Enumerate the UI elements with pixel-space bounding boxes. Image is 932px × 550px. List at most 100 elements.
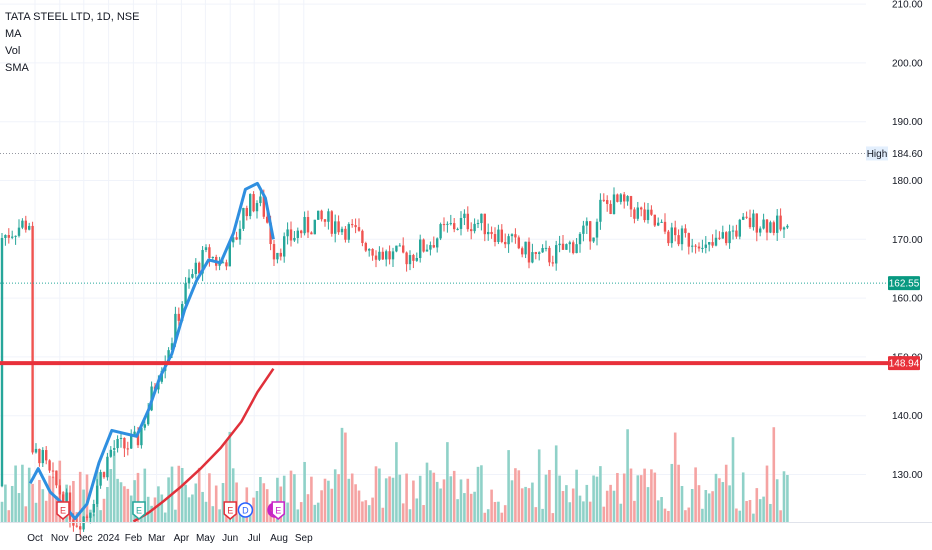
- candle-body: [453, 223, 456, 230]
- volume-bar: [231, 468, 235, 522]
- candle-body: [55, 470, 58, 486]
- candle-body: [449, 223, 452, 225]
- candle-body: [313, 219, 316, 235]
- candle-body: [555, 245, 558, 264]
- volume-bar: [167, 477, 170, 522]
- volume-bar: [252, 497, 255, 522]
- marker-shape: [271, 501, 285, 520]
- candle-body: [578, 233, 582, 245]
- candle-body: [136, 431, 140, 446]
- volume-bar: [435, 481, 439, 522]
- candle-body: [286, 229, 289, 237]
- volume-bar: [34, 502, 38, 522]
- volume-bar: [629, 468, 633, 522]
- volume-bar: [439, 488, 442, 522]
- volume-bar: [718, 478, 721, 522]
- candle-body: [14, 235, 17, 237]
- volume-bar: [367, 505, 371, 522]
- candle-body: [368, 249, 371, 251]
- candle-body: [361, 230, 364, 244]
- candle-body: [575, 244, 578, 254]
- volume-bar: [109, 469, 113, 522]
- x-tick-label: Nov: [51, 533, 69, 544]
- x-tick-label: 2024: [97, 533, 120, 544]
- candle-body: [28, 225, 31, 230]
- candle-body: [17, 227, 21, 236]
- marker-shape: [223, 501, 237, 520]
- volume-bar: [673, 432, 677, 522]
- candle-body: [187, 277, 191, 284]
- candle-body: [504, 241, 507, 245]
- volume-bar: [775, 479, 779, 522]
- sma-line: [132, 367, 275, 523]
- volume-bar: [548, 469, 551, 522]
- symbol-title[interactable]: TATA STEEL LTD, 1D, NSE: [5, 11, 140, 23]
- dividend-marker[interactable]: D: [237, 502, 254, 518]
- candle-body: [691, 245, 694, 247]
- marker-shape: [237, 502, 254, 518]
- volume-bar: [527, 488, 531, 522]
- y-tick-label: 160.00: [892, 294, 923, 305]
- volume-bar: [265, 489, 269, 522]
- volume-bar: [745, 501, 748, 522]
- candle-body: [663, 221, 667, 232]
- volume-bar: [565, 485, 568, 522]
- candle-body: [626, 196, 629, 202]
- candle-body: [670, 227, 673, 244]
- volume-bar: [752, 513, 755, 522]
- volume-bar: [616, 472, 619, 522]
- volume-bar: [473, 491, 476, 522]
- volume-bar: [429, 470, 432, 522]
- candle-body: [694, 245, 697, 247]
- volume-bar: [558, 475, 561, 522]
- volume-bar: [44, 500, 48, 522]
- marker-shape: [132, 501, 146, 520]
- volume-bar: [255, 490, 259, 522]
- volume-bar: [92, 513, 96, 522]
- earnings-down-marker[interactable]: E: [56, 501, 70, 520]
- volume-bar: [612, 490, 616, 522]
- volume-bar: [452, 470, 456, 522]
- volume-bar: [660, 497, 663, 522]
- volume-bar: [38, 479, 41, 522]
- volume-bar: [639, 475, 643, 522]
- candle-body: [31, 225, 34, 453]
- ma-indicator-label[interactable]: MA: [5, 28, 22, 40]
- volume-bar: [524, 486, 527, 522]
- candle-body: [85, 516, 89, 518]
- candle-body: [640, 207, 643, 210]
- volume-bar: [262, 483, 266, 522]
- candle-body: [354, 225, 357, 228]
- candle-body: [167, 350, 170, 362]
- volume-bar: [350, 473, 354, 522]
- candle-body: [548, 247, 551, 263]
- candle-body: [415, 258, 418, 261]
- volume-bar: [772, 427, 776, 522]
- candle-body: [541, 248, 544, 253]
- volume-bar: [99, 510, 102, 522]
- volume-bar: [486, 509, 490, 522]
- volume-bar: [381, 507, 385, 522]
- candle-body: [456, 228, 459, 230]
- earnings-down-marker[interactable]: E: [223, 501, 237, 520]
- candle-body: [633, 209, 636, 219]
- candle-body: [174, 313, 177, 344]
- vol-indicator-label[interactable]: Vol: [5, 45, 21, 57]
- candle-body: [619, 194, 622, 202]
- support-price-label: 148.94: [889, 359, 920, 370]
- y-tick-label: 170.00: [892, 235, 923, 246]
- x-tick-label: Apr: [174, 533, 190, 544]
- x-tick-label: Mar: [148, 533, 166, 544]
- candle-body: [41, 450, 44, 464]
- earnings-upcoming-marker[interactable]: E: [271, 501, 285, 520]
- candle-body: [561, 243, 565, 250]
- candle-body: [582, 225, 585, 234]
- volume-bar: [510, 480, 514, 522]
- candle-body: [473, 223, 476, 232]
- sma-indicator-label[interactable]: SMA: [5, 62, 29, 74]
- earnings-up-marker[interactable]: E: [132, 501, 146, 520]
- volume-bar: [735, 508, 738, 522]
- x-tick-label: Oct: [27, 533, 43, 544]
- candle-body: [204, 247, 208, 250]
